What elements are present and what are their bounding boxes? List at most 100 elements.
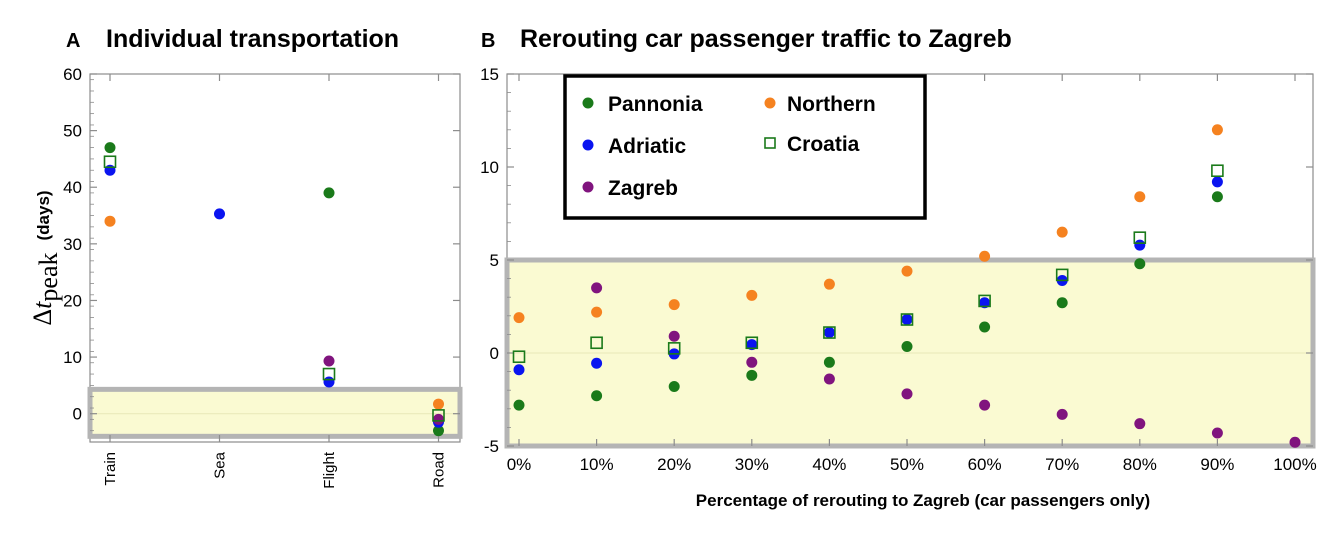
point-adriatic-0 [513,364,525,376]
point-croatia-80 [1133,231,1147,244]
x-tick-label: 50% [890,455,924,474]
point-pannonia-60 [979,321,991,333]
y-tick-label: 10 [480,158,499,177]
point-pannonia-40 [823,356,835,368]
plot-frame [89,73,461,443]
threshold-band-border [87,386,463,439]
point-zagreb-80 [1134,418,1146,430]
point-northern-30 [746,289,758,301]
y-tick-label: 40 [63,178,82,197]
y-tick-label: 0 [490,344,499,363]
point-zagreb-90 [1211,427,1223,439]
legend-item-zagreb: Zagreb [582,177,678,200]
y-tick-label: 10 [63,348,82,367]
x-tick-label: 40% [812,455,846,474]
legend-label-zagreb: Zagreb [608,177,678,200]
legend-marker-adriatic [582,139,594,151]
point-northern-20 [668,299,680,311]
legend-marker-pannonia [582,97,594,109]
x-tick-label: Road [431,452,448,488]
point-zagreb-flight [323,355,335,367]
point-pannonia-80 [1134,258,1146,270]
point-zagreb-30 [746,356,758,368]
threshold-band [90,389,460,437]
point-croatia-50 [900,313,914,326]
panel-b-title: Rerouting car passenger traffic to Zagre… [520,25,1012,53]
point-zagreb-road [433,413,444,425]
point-northern-60 [979,250,991,262]
point-croatia-20 [667,342,681,355]
x-tick-label: 80% [1123,455,1157,474]
point-pannonia-road [433,425,444,437]
legend-item-northern: Northern [764,93,876,116]
point-croatia-40 [823,326,836,339]
legend: Pannonia Adriatic Zagreb Northern Croati… [563,74,927,220]
point-adriatic-flight [323,376,335,388]
x-tick-label: Train [102,452,119,486]
point-zagreb-40 [823,373,835,385]
point-adriatic-90 [1211,176,1223,188]
point-adriatic-50 [901,314,913,326]
legend-marker-croatia [764,137,776,149]
legend-label-pannonia: Pannonia [608,93,703,116]
x-tick-label: Sea [212,451,229,478]
point-northern-40 [823,278,835,290]
panel-a-plot: 0 10 20 30 40 50 60 Train Sea Flight Road [63,65,463,489]
point-croatia-30 [745,336,759,350]
point-northern-80 [1134,191,1146,203]
point-croatia-0 [512,350,526,364]
point-northern-0 [513,312,525,324]
point-adriatic-30 [746,339,758,351]
point-croatia-60 [978,294,991,308]
x-tick-label: 100% [1273,455,1316,474]
ylabel-delta: Δ [28,309,57,326]
point-pannonia-70 [1056,297,1068,309]
y-tick-label: 5 [490,251,499,270]
point-zagreb-20 [668,330,680,342]
panel-b-plot: -5 0 5 10 15 0% 10% 20% 30% 40% 50% 60% 70% 80% 90% 100… [480,65,1317,474]
point-croatia-90 [1211,164,1224,178]
point-zagreb-100 [1289,436,1301,448]
x-tick-label: 0% [507,455,532,474]
legend-label-adriatic: Adriatic [608,135,687,158]
legend-label-northern: Northern [787,93,876,116]
point-zagreb-60 [979,399,991,411]
legend-label-croatia: Croatia [787,133,860,156]
panel-b-letter: B [481,30,495,52]
x-tick-label: 90% [1200,455,1234,474]
point-pannonia-train [104,142,116,154]
ylabel-sub: peak [34,253,63,302]
point-zagreb-10 [591,282,603,294]
point-adriatic-sea [214,208,225,220]
point-northern-50 [901,265,913,277]
point-zagreb-50 [901,388,913,400]
y-axis-label: Δtpeak (days) [28,190,63,325]
point-pannonia-20 [668,380,680,392]
point-adriatic-60 [979,297,991,309]
y-tick-label: 60 [63,65,82,84]
panel-a-title: Individual transportation [106,25,399,53]
svg-text:Δtpeak(days): Δtpeak (days) [28,190,63,325]
point-pannonia-30 [746,369,758,381]
ylabel-unit: (days) [34,190,53,240]
x-tick-label: Flight [321,451,338,489]
point-pannonia-10 [591,390,603,402]
legend-box [563,74,927,220]
legend-item-adriatic: Adriatic [582,135,687,158]
point-northern-10 [591,306,603,318]
point-northern-70 [1056,226,1068,238]
point-pannonia-flight [323,187,335,199]
y-tick-label: 0 [73,405,82,424]
legend-marker-zagreb [582,181,594,193]
point-northern-road [433,398,444,410]
point-croatia-road [432,409,445,422]
point-northern-train [104,215,116,227]
x-tick-label: 10% [580,455,614,474]
x-tick-label: 30% [735,455,769,474]
point-pannonia-0 [513,399,525,411]
point-pannonia-90 [1211,191,1223,203]
legend-item-croatia: Croatia [764,133,860,156]
point-adriatic-40 [823,327,835,339]
y-tick-label: 20 [63,291,82,310]
